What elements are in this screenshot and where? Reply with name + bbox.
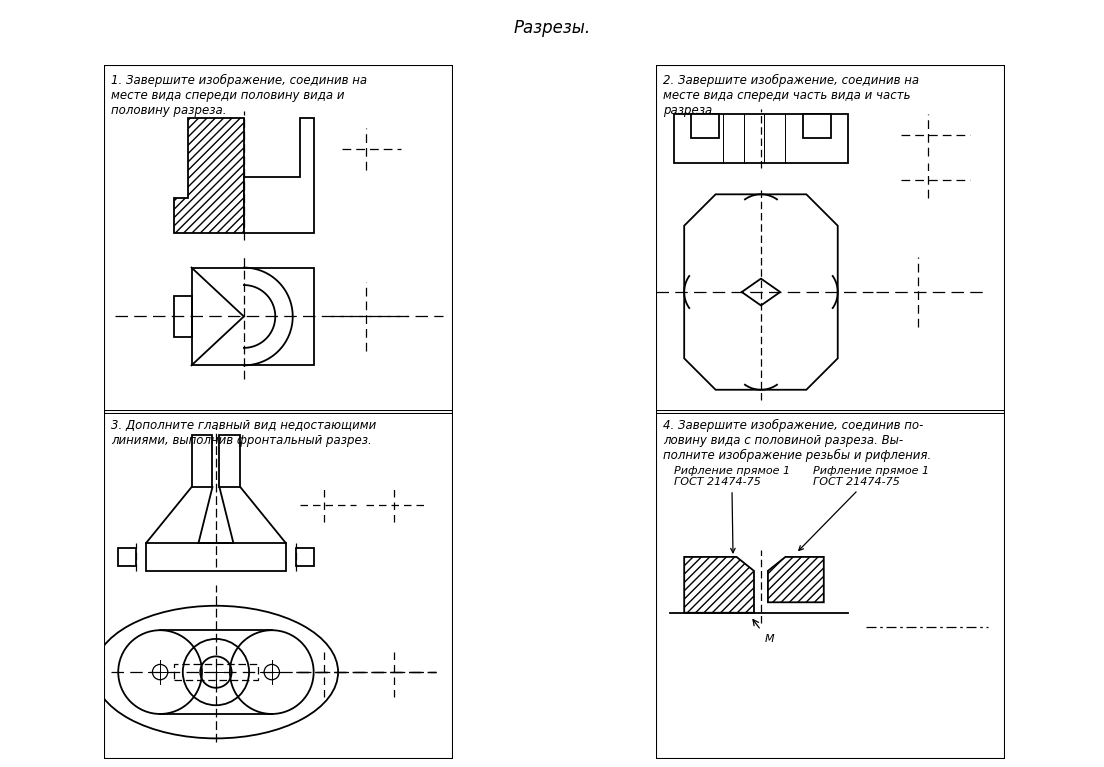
Polygon shape [684,194,838,390]
Text: Разрезы.: Разрезы. [513,19,591,37]
Bar [296,548,314,565]
Bar [146,543,286,571]
Bar [118,548,136,565]
Polygon shape [684,557,754,613]
Text: Рифление прямое 1
ГОСТ 21474-75: Рифление прямое 1 ГОСТ 21474-75 [799,466,930,551]
Bar [673,114,848,163]
Polygon shape [244,117,314,232]
Polygon shape [768,557,824,602]
Bar [191,435,212,487]
Bar [220,435,241,487]
Text: 4. Завершите изображение, соединив по-
ловину вида с половиной разреза. Вы-
полн: 4. Завершите изображение, соединив по- л… [664,419,932,463]
Polygon shape [174,117,244,232]
Bar [691,114,719,139]
Bar [174,295,191,337]
Text: М: М [764,634,774,644]
Text: 3. Дополните главный вид недостающими
линиями, выполнив фронтальный разрез.: 3. Дополните главный вид недостающими ли… [112,419,376,447]
Text: 1. Завершите изображение, соединив на
месте вида спереди половину вида и
половин: 1. Завершите изображение, соединив на ме… [112,74,368,117]
Text: 2. Завершите изображение, соединив на
месте вида спереди часть вида и часть
разр: 2. Завершите изображение, соединив на ме… [664,74,920,117]
Bar [803,114,831,139]
Text: Рифление прямое 1
ГОСТ 21474-75: Рифление прямое 1 ГОСТ 21474-75 [673,466,789,553]
Bar [174,664,258,680]
Bar [191,268,314,365]
